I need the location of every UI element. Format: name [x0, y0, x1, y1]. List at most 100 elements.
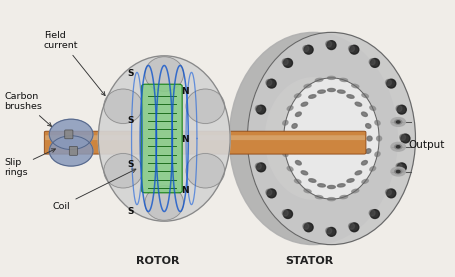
Ellipse shape [376, 136, 381, 141]
Ellipse shape [281, 136, 286, 141]
Circle shape [390, 167, 404, 176]
Ellipse shape [354, 102, 361, 106]
Ellipse shape [287, 167, 293, 171]
Ellipse shape [374, 120, 379, 125]
Ellipse shape [308, 179, 315, 182]
FancyBboxPatch shape [44, 131, 365, 154]
Ellipse shape [255, 163, 261, 169]
Ellipse shape [327, 76, 334, 79]
Ellipse shape [369, 59, 374, 65]
Text: Output: Output [408, 140, 444, 150]
Ellipse shape [395, 163, 401, 169]
Ellipse shape [104, 153, 142, 188]
Ellipse shape [351, 84, 358, 88]
Ellipse shape [256, 105, 265, 114]
Circle shape [395, 121, 399, 123]
Ellipse shape [386, 189, 395, 198]
Ellipse shape [400, 134, 409, 143]
Ellipse shape [98, 56, 230, 221]
Ellipse shape [145, 186, 183, 220]
Ellipse shape [283, 210, 292, 219]
Ellipse shape [303, 45, 313, 54]
Ellipse shape [349, 45, 358, 54]
Circle shape [394, 169, 401, 174]
Circle shape [390, 117, 404, 126]
Ellipse shape [386, 79, 395, 88]
Text: S: S [126, 207, 133, 216]
Circle shape [394, 120, 401, 124]
Ellipse shape [314, 78, 322, 81]
Text: Carbon
brushes: Carbon brushes [4, 92, 51, 126]
Ellipse shape [290, 136, 295, 141]
Ellipse shape [186, 89, 224, 124]
Ellipse shape [361, 161, 367, 165]
Ellipse shape [326, 41, 335, 50]
Ellipse shape [247, 32, 415, 245]
Ellipse shape [303, 189, 310, 193]
Ellipse shape [369, 58, 379, 67]
Ellipse shape [295, 161, 301, 165]
Ellipse shape [325, 41, 331, 47]
Circle shape [395, 146, 399, 148]
Ellipse shape [265, 189, 271, 195]
Text: N: N [181, 87, 188, 96]
Text: N: N [181, 186, 188, 195]
Ellipse shape [369, 210, 379, 219]
Ellipse shape [354, 171, 361, 175]
Ellipse shape [346, 95, 353, 98]
Ellipse shape [326, 227, 335, 236]
Ellipse shape [327, 186, 334, 189]
Ellipse shape [282, 152, 287, 157]
Ellipse shape [385, 189, 390, 195]
FancyBboxPatch shape [45, 135, 364, 140]
Ellipse shape [349, 223, 358, 232]
Ellipse shape [369, 106, 375, 110]
Ellipse shape [348, 45, 354, 52]
Ellipse shape [365, 124, 370, 128]
Ellipse shape [291, 124, 297, 128]
Ellipse shape [339, 78, 347, 81]
Ellipse shape [351, 189, 358, 193]
Ellipse shape [303, 223, 313, 232]
Ellipse shape [317, 184, 324, 187]
Ellipse shape [303, 84, 310, 88]
Text: ROTOR: ROTOR [136, 256, 179, 266]
Ellipse shape [300, 102, 307, 106]
Text: Coil: Coil [53, 169, 136, 211]
Ellipse shape [327, 198, 334, 201]
Ellipse shape [104, 89, 142, 124]
Ellipse shape [366, 136, 371, 141]
Ellipse shape [265, 78, 360, 199]
Ellipse shape [369, 167, 375, 171]
Ellipse shape [369, 210, 374, 216]
FancyBboxPatch shape [69, 147, 77, 155]
Ellipse shape [346, 179, 353, 182]
Text: S: S [126, 160, 133, 169]
Ellipse shape [267, 189, 276, 198]
Text: S: S [126, 69, 133, 78]
Ellipse shape [251, 134, 257, 140]
Ellipse shape [265, 79, 271, 86]
Ellipse shape [385, 79, 390, 86]
Ellipse shape [282, 210, 288, 216]
Ellipse shape [337, 90, 344, 93]
Text: Field
current: Field current [44, 31, 105, 96]
Ellipse shape [300, 171, 307, 175]
Ellipse shape [291, 149, 297, 153]
Ellipse shape [339, 196, 347, 199]
Ellipse shape [396, 163, 405, 172]
Ellipse shape [186, 153, 224, 188]
Ellipse shape [308, 95, 315, 98]
Ellipse shape [295, 112, 301, 116]
Text: Slip
rings: Slip rings [4, 149, 56, 177]
Ellipse shape [283, 78, 378, 199]
Ellipse shape [399, 134, 404, 140]
Ellipse shape [317, 90, 324, 93]
Ellipse shape [302, 223, 308, 229]
Ellipse shape [361, 179, 368, 183]
Text: STATOR: STATOR [285, 256, 333, 266]
Ellipse shape [374, 152, 379, 157]
Ellipse shape [365, 149, 370, 153]
Ellipse shape [361, 112, 367, 116]
Ellipse shape [287, 106, 293, 110]
